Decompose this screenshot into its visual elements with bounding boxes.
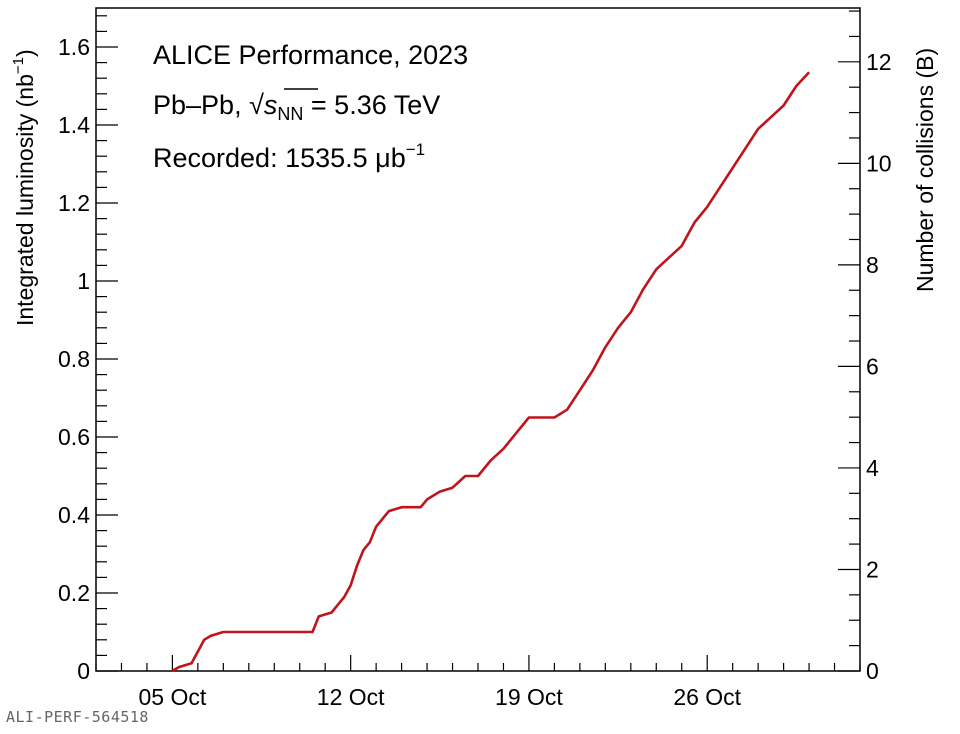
recorded-label: Recorded: 1535.5 μb−1 xyxy=(153,140,425,173)
y2-tick-label: 6 xyxy=(866,353,879,379)
subtitle-prefix: Pb–Pb, xyxy=(153,90,249,120)
ylabel-sup: −1 xyxy=(10,57,27,74)
y-tick-label: 0 xyxy=(77,658,90,684)
chart-title: ALICE Performance, 2023 xyxy=(153,40,468,70)
y2-tick-label: 10 xyxy=(866,150,892,176)
y-tick-label: 0.8 xyxy=(58,346,90,372)
x-tick-label: 26 Oct xyxy=(673,684,741,710)
ylabel-base: Integrated luminosity (nb xyxy=(12,74,38,326)
subtitle-suffix: = 5.36 TeV xyxy=(303,90,440,120)
sqrt-symbol: √ xyxy=(249,90,264,120)
x-tick-label: 05 Oct xyxy=(139,684,207,710)
subtitle-s-sub: NN xyxy=(277,104,303,124)
y-tick-label: 1.6 xyxy=(58,34,90,60)
y-tick-label: 0.2 xyxy=(58,580,90,606)
chart-subtitle: Pb–Pb, √sNN = 5.36 TeV xyxy=(153,90,440,124)
x-tick-label: 12 Oct xyxy=(317,684,385,710)
recorded-prefix: Recorded: 1535.5 μb xyxy=(153,143,406,173)
ylabel-tail: ) xyxy=(12,49,38,57)
y2-tick-label: 12 xyxy=(866,49,892,75)
y-tick-label: 1 xyxy=(77,268,90,294)
y2-tick-label: 0 xyxy=(866,658,879,684)
figure-id: ALI-PERF-564518 xyxy=(6,708,149,726)
recorded-sup: −1 xyxy=(406,140,425,159)
series-line-recorded xyxy=(171,71,811,673)
y-tick-label: 0.6 xyxy=(58,424,90,450)
y2-tick-label: 4 xyxy=(866,455,879,481)
y-tick-label: 0.4 xyxy=(58,502,90,528)
y-tick-label: 1.2 xyxy=(58,190,90,216)
y-axis-ticks: 0 0.2 0.4 0.6 0.8 1 1.2 1.4 1.6 xyxy=(58,15,118,684)
y2-axis-ticks: 0 2 4 6 8 10 12 xyxy=(838,10,892,684)
y2-tick-label: 2 xyxy=(866,556,879,582)
y-axis-title: Integrated luminosity (nb−1) xyxy=(10,49,38,326)
x-tick-label: 19 Oct xyxy=(495,684,563,710)
y2-axis-title: Number of collisions (B) xyxy=(912,48,938,292)
subtitle-s: s xyxy=(264,90,278,120)
y-tick-label: 1.4 xyxy=(58,112,90,138)
x-axis-ticks: 05 Oct 12 Oct 19 Oct 26 Oct xyxy=(95,655,861,710)
y2-tick-label: 8 xyxy=(866,252,879,278)
